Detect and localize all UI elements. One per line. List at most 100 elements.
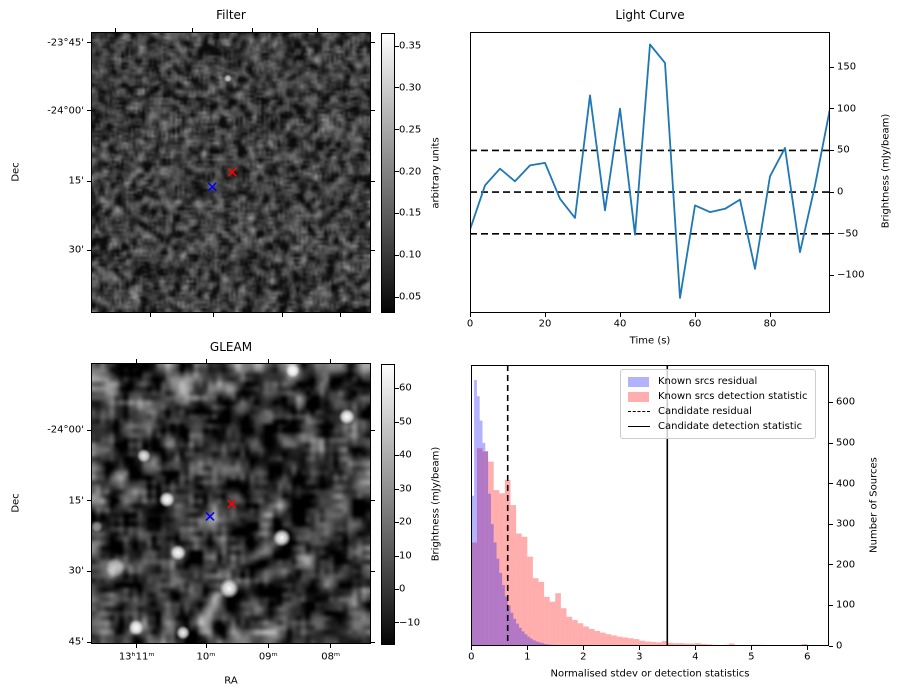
filter-ylabel: Dec [10,162,22,182]
histogram-bar [717,645,724,646]
histogram-bar [689,643,696,646]
histogram-bar [471,542,477,646]
histogram-bar [566,616,573,646]
count-tick-label: 200 [836,559,856,571]
legend-label: Candidate residual [658,406,752,417]
histogram-bar [493,490,500,646]
tick-mark [619,313,621,317]
solid-line-swatch [628,426,650,427]
tick-mark [750,646,752,650]
time-tick-label: 0 [466,318,474,330]
histogram-bar [532,578,539,646]
histogram-bar [605,634,612,646]
tick-mark [395,522,399,524]
histogram-bar [588,628,595,646]
histogram-bar [532,640,536,646]
histogram-bar [513,618,517,646]
brightness-tick-label: −100 [837,269,865,281]
lightcurve-plot [470,43,830,299]
dashed-line-swatch [628,411,650,412]
dec-tick-label: 45' [68,636,84,648]
histogram-bar [535,641,539,646]
tick-mark [544,313,546,317]
tick-mark [830,66,834,68]
colorbar-tick-label: 50 [399,416,412,428]
histogram-bar [521,631,525,646]
histogram-bar [628,638,634,646]
histogram-bar [552,644,556,646]
histogram-bar [516,533,522,646]
time-tick-label: 60 [688,318,702,330]
tick-mark [87,42,91,44]
legend-item: Known srcs residual [628,374,807,389]
brightness-tick-label: 150 [837,61,857,73]
histogram-bar [538,581,545,646]
tick-mark [470,646,472,650]
histogram-bar [661,641,668,646]
histogram-bar [667,642,673,646]
histogram-bar [502,585,505,646]
candidate-x-marker [227,167,237,177]
dec-tick-label: -23°45' [47,37,84,49]
tick-mark [371,249,375,251]
histogram-bar [560,608,567,646]
tick-mark [395,622,399,624]
histogram-bar [558,645,561,646]
stat-tick-label: 1 [524,651,531,663]
tick-mark [395,129,399,131]
histogram-bar [518,627,522,646]
histogram-bar [656,642,662,646]
histogram-bar [555,593,561,646]
stat-tick-label: 0 [468,651,475,663]
ra-tick-label: 13ʰ11ᵐ [118,651,155,663]
tick-mark [371,42,375,44]
histogram-ylabel: Number of Sources [868,457,880,553]
histogram-bar [485,451,489,646]
stat-tick-label: 2 [580,651,587,663]
tick-mark [205,644,207,648]
tick-mark [395,455,399,457]
tick-mark [371,429,375,431]
tick-mark [191,28,193,32]
histogram-bar [527,556,533,646]
colorbar-tick-label: 0.10 [399,249,422,261]
tick-mark [87,249,91,251]
colorbar-tick-label: 0.15 [399,207,422,219]
histogram-bar [622,637,629,646]
tick-mark [87,429,91,431]
histogram-bar [471,495,475,646]
tick-mark [395,421,399,423]
histogram-bar [488,461,494,646]
filter-colorbar [381,33,395,313]
tick-mark [582,646,584,650]
tick-mark [330,644,332,648]
tick-mark [395,87,399,89]
tick-mark [830,233,834,235]
histogram-bar [521,536,528,646]
tick-mark [136,644,138,648]
histogram-bar [510,505,517,646]
count-tick-label: 400 [836,478,856,490]
tick-mark [395,45,399,47]
colorbar-tick-label: 0.30 [399,82,422,94]
tick-mark [469,313,471,317]
tick-mark [339,313,341,317]
filter-title: Filter [216,8,246,22]
histogram-bar [600,632,606,646]
colorbar-tick-label: 0.25 [399,124,422,136]
tick-mark [829,604,833,606]
histogram-bar [577,623,584,646]
histogram-bar [482,451,489,646]
legend-item: Candidate residual [628,404,807,419]
tick-mark [149,313,151,317]
histogram-bar [476,396,480,646]
colorbar-tick-label: 0 [399,583,406,595]
tick-mark [830,108,834,110]
tick-mark [87,570,91,572]
time-tick-label: 20 [538,318,552,330]
tick-mark [371,500,375,502]
lightcurve-line [470,43,830,299]
histogram-bar [499,572,503,646]
tick-mark [638,646,640,650]
